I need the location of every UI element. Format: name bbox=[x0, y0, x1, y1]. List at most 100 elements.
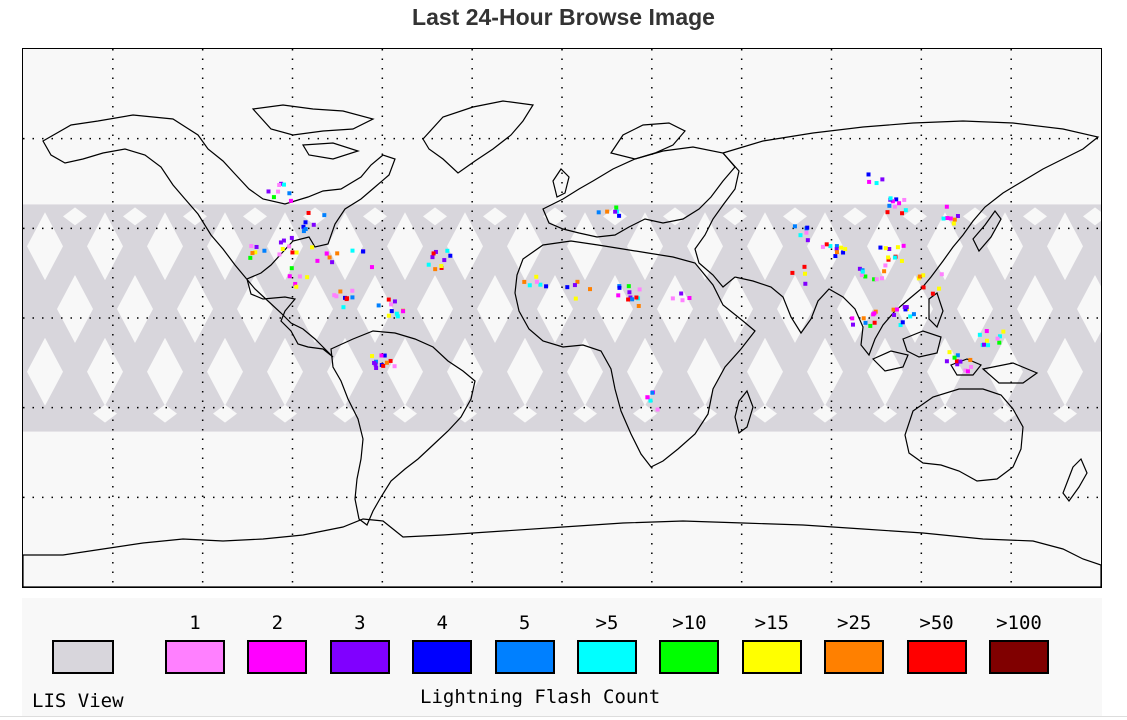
flash-pixel bbox=[287, 244, 292, 249]
flash-pixel bbox=[902, 197, 907, 202]
flash-pixel bbox=[883, 263, 888, 268]
legend-value-label: >50 bbox=[919, 612, 954, 634]
coverage-gap bbox=[777, 275, 813, 344]
flash-pixel bbox=[977, 332, 982, 337]
coverage-gap bbox=[567, 337, 603, 406]
flash-pixel bbox=[394, 311, 399, 316]
flash-pixel bbox=[431, 251, 436, 256]
flash-pixel bbox=[381, 363, 386, 368]
asia-outline bbox=[694, 120, 1100, 357]
flash-pixel bbox=[303, 227, 308, 232]
flash-pixel bbox=[266, 189, 271, 194]
flash-pixel bbox=[392, 299, 397, 304]
flash-pixel bbox=[954, 359, 959, 364]
coverage-gap bbox=[147, 337, 183, 406]
coverage-gap bbox=[447, 212, 483, 281]
coverage-gap bbox=[657, 275, 693, 344]
coverage-gap bbox=[873, 404, 897, 423]
flash-pixel bbox=[278, 240, 283, 245]
coverage-gap bbox=[387, 337, 423, 406]
coverage-gap bbox=[363, 207, 387, 226]
coverage-gap bbox=[327, 212, 363, 281]
legend-color-swatch bbox=[906, 640, 967, 674]
flash-pixel bbox=[670, 296, 675, 301]
coverage-gap bbox=[573, 404, 597, 423]
flash-pixel bbox=[369, 265, 374, 270]
flash-pixel bbox=[897, 201, 902, 206]
philippines-outline bbox=[928, 292, 944, 329]
flash-pixel bbox=[395, 314, 400, 319]
flash-pixel bbox=[937, 286, 942, 291]
coverage-gap bbox=[633, 404, 657, 423]
coverage-gap bbox=[483, 207, 507, 226]
flash-pixel bbox=[575, 279, 580, 284]
coverage-gap bbox=[267, 337, 303, 406]
flash-pixel bbox=[281, 182, 286, 187]
coverage-gap bbox=[1077, 275, 1101, 344]
lis-coverage-gaps bbox=[27, 207, 1101, 423]
legend-value-label: >100 bbox=[996, 612, 1042, 634]
flash-pixel bbox=[885, 210, 890, 215]
coverage-gap bbox=[237, 275, 273, 344]
flash-pixel bbox=[288, 198, 293, 203]
flash-pixel bbox=[892, 204, 897, 209]
flash-pixel bbox=[951, 221, 956, 226]
flash-pixel bbox=[335, 251, 340, 256]
coverage-gap bbox=[393, 404, 417, 423]
arctic-islands-outline bbox=[251, 104, 375, 160]
coverage-gap bbox=[327, 337, 363, 406]
flash-pixel bbox=[834, 247, 839, 252]
flash-pixel bbox=[289, 235, 294, 240]
europe-outline bbox=[542, 146, 736, 238]
flash-pixel bbox=[860, 269, 865, 274]
coverage-gap bbox=[477, 275, 513, 344]
flash-pixel bbox=[883, 246, 888, 251]
flash-pixel bbox=[917, 274, 922, 279]
legend-color-swatch bbox=[824, 640, 885, 674]
flash-pixel bbox=[306, 210, 311, 215]
flash-pixel bbox=[271, 195, 276, 200]
flash-pixel bbox=[637, 287, 642, 292]
flash-pixel bbox=[253, 250, 258, 255]
coverage-gap bbox=[867, 337, 903, 406]
indonesia-outline bbox=[871, 330, 1039, 384]
legend-color-swatch bbox=[165, 640, 225, 674]
continent-outlines bbox=[23, 100, 1101, 587]
flash-pixel bbox=[886, 255, 891, 260]
flash-pixel bbox=[903, 307, 908, 312]
flash-pixel bbox=[448, 253, 453, 258]
flash-pixel bbox=[392, 364, 397, 369]
antarctica-outline bbox=[23, 518, 1101, 587]
coverage-gap bbox=[273, 404, 297, 423]
flash-pixel bbox=[958, 359, 963, 364]
lightning-map[interactable] bbox=[22, 48, 1102, 588]
flash-pixel bbox=[384, 360, 389, 365]
new-zealand-outline bbox=[1062, 457, 1088, 503]
flash-pixel bbox=[376, 303, 381, 308]
legend-color-swatch bbox=[329, 640, 390, 674]
flash-pixel bbox=[617, 213, 622, 218]
coverage-gap bbox=[207, 337, 243, 406]
flash-pixel bbox=[276, 189, 281, 194]
flash-pixel bbox=[939, 272, 944, 277]
flash-pixel bbox=[944, 359, 949, 364]
coverage-gap bbox=[813, 404, 837, 423]
coverage-gap bbox=[417, 275, 453, 344]
flash-pixel bbox=[262, 248, 267, 253]
flash-pixel bbox=[866, 172, 871, 177]
flash-pixel bbox=[294, 250, 299, 255]
flash-pixel bbox=[615, 209, 620, 214]
flash-pixel bbox=[886, 257, 891, 262]
flash-pixel bbox=[888, 196, 893, 201]
flash-pixel bbox=[374, 365, 379, 370]
flash-pixel bbox=[803, 271, 808, 276]
coverage-gap bbox=[993, 404, 1017, 423]
flash-pixel bbox=[900, 211, 905, 216]
flash-pixel bbox=[850, 316, 855, 321]
flash-pixel bbox=[442, 258, 447, 263]
flash-pixel bbox=[372, 360, 377, 365]
coverage-gap bbox=[93, 404, 117, 423]
legend-color-swatch bbox=[412, 640, 473, 674]
africa-outline bbox=[514, 240, 756, 468]
flash-pixel bbox=[573, 296, 578, 301]
